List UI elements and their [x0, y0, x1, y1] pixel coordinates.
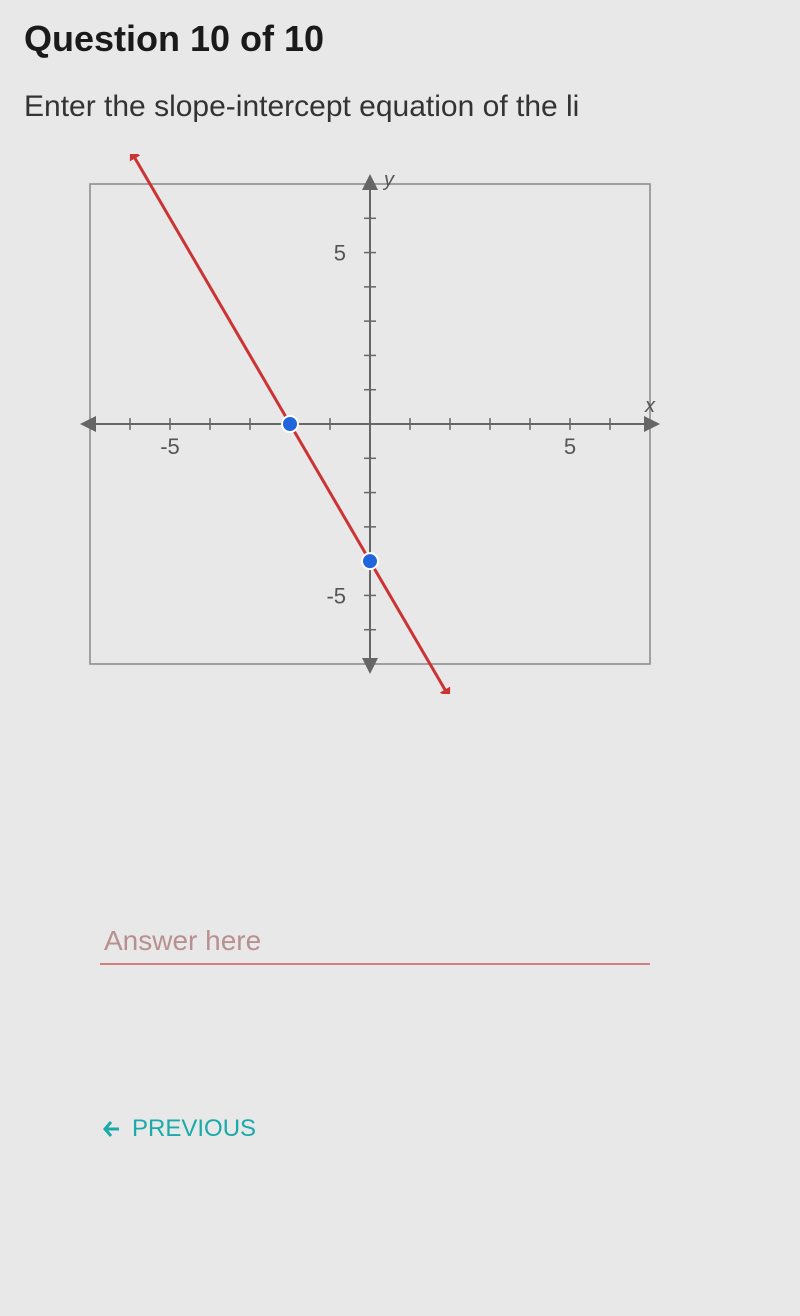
answer-input[interactable] — [100, 919, 650, 965]
svg-text:5: 5 — [334, 241, 346, 266]
svg-text:x: x — [644, 395, 656, 417]
answer-section — [0, 919, 800, 965]
arrow-left-icon — [100, 1117, 124, 1141]
question-prompt: Enter the slope-intercept equation of th… — [0, 70, 800, 154]
graph-container: 5 -5 5 -5 x y — [0, 154, 800, 699]
previous-label: PREVIOUS — [132, 1115, 256, 1143]
question-header: Question 10 of 10 — [0, 0, 800, 70]
previous-button[interactable]: PREVIOUS — [100, 1115, 256, 1143]
coordinate-graph: 5 -5 5 -5 x y — [60, 154, 680, 694]
svg-text:-5: -5 — [326, 583, 346, 608]
svg-text:y: y — [382, 169, 395, 191]
svg-text:-5: -5 — [160, 434, 180, 459]
nav-row: PREVIOUS — [0, 1115, 800, 1146]
svg-text:5: 5 — [564, 434, 576, 459]
